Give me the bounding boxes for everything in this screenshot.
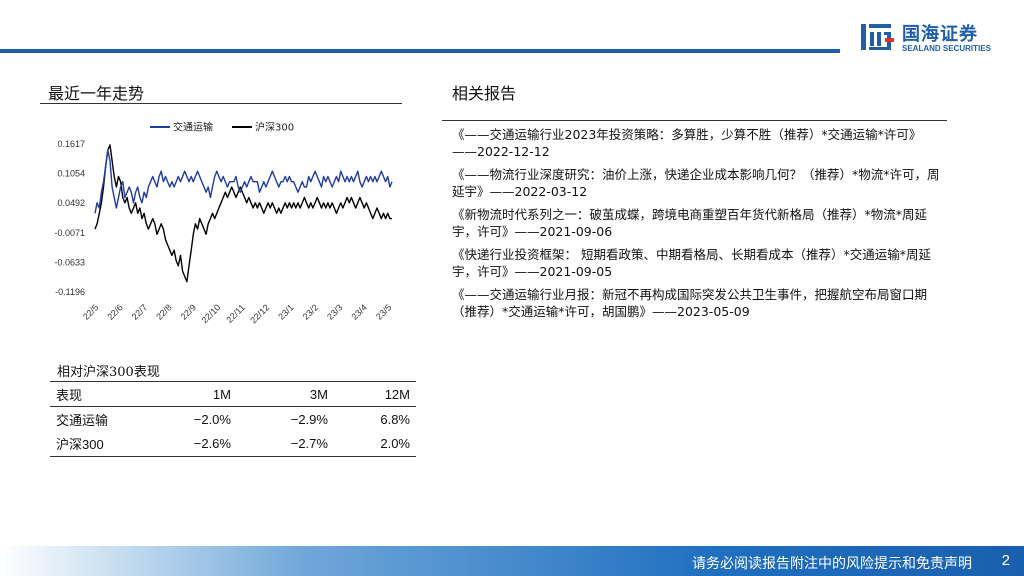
sealand-logo-icon [861,24,894,50]
footer-disclaimer: 请务必阅读报告附注中的风险提示和免责声明 [692,556,972,572]
table-cell: 6.8% [380,411,410,427]
table-row: 沪深300 −2.6% −2.7% 2.0% [50,432,416,457]
y-tick-label: -0.1196 [55,287,85,297]
table-cell: −2.0% [193,411,231,427]
trend-title-rule [40,103,402,104]
report-link[interactable]: 《快递行业投资框架： 短期看政策、中期看格局、长期看成本（推荐）*交通运输*周延… [452,247,931,279]
table-cell: 交通运输 [56,412,109,428]
table-cell: 2.0% [380,436,410,452]
related-reports-list: 《——交通运输行业2023年投资策略：多算胜，少算不胜（推荐）*交通运输*许可》… [452,126,942,326]
footer-bar: 请务必阅读报告附注中的风险提示和免责声明 2 [0,546,1024,576]
trend-chart: 0.1617 0.1054 0.0492 -0.0071 -0.0633 -0.1196 2… [54,121,393,326]
report-link[interactable]: 《——交通运输行业2023年投资策略：多算胜，少算不胜（推荐）*交通运输*许可》… [452,127,922,159]
y-tick-label: -0.0633 [54,257,85,267]
header-cell: 1M [212,386,231,402]
header-cell: 表现 [56,387,83,403]
x-tick-label: 22/9 [179,302,198,321]
table-row: 交通运输 −2.0% −2.9% 6.8% [50,407,416,432]
header-cell: 3M [309,386,328,402]
series-line-1 [94,144,392,283]
x-tick-label: 22/11 [224,302,247,325]
reports-title-rule [442,120,947,121]
report-link[interactable]: 《——物流行业深度研究：油价上涨，快递企业成本影响几何？（推荐）*物流*许可，周… [452,167,940,199]
x-tick-label: 23/1 [276,302,295,321]
x-tick-label: 22/12 [248,302,271,325]
x-tick-label: 22/10 [199,302,222,325]
y-tick-label: 0.0492 [57,198,85,208]
y-tick-label: -0.0071 [54,228,85,238]
report-link[interactable]: 《——交通运输行业月报：新冠不再构成国际突发公共卫生事件，把握航空布局窗口期（推… [452,287,928,319]
x-tick-label: 23/5 [374,302,393,321]
company-logo: 国海证券 SEALAND SECURITIES [860,18,1010,58]
x-tick-label: 22/7 [130,302,149,321]
trend-section-title: 最近一年走势 [48,84,145,103]
performance-header-row: 表现 1M 3M 12M [50,381,416,407]
legend-label: 交通运输 [173,121,213,134]
x-tick-label: 22/8 [154,302,173,321]
table-cell: −2.7% [290,436,328,452]
table-cell: −2.9% [290,411,328,427]
x-tick-label: 22/6 [105,302,124,321]
table-cell: −2.6% [193,436,231,452]
brand-name-en: SEALAND SECURITIES [902,44,991,53]
x-tick-label: 23/4 [350,302,369,321]
performance-title: 相对沪深300表现 [57,365,160,380]
x-tick-label: 23/2 [301,302,320,321]
page-number: 2 [1001,552,1010,569]
table-cell: 沪深300 [56,437,104,453]
y-tick-label: 0.1054 [57,169,85,179]
performance-table: 表现 1M 3M 12M 交通运输 −2.0% −2.9% 6.8% 沪深300… [50,381,416,457]
x-tick-label: 22/5 [81,302,100,321]
brand-name-cn: 国海证券 [902,24,978,45]
x-tick-label: 23/3 [325,302,344,321]
series-line-0 [94,149,393,214]
y-tick-label: 0.1617 [57,139,85,149]
legend-label: 沪深300 [255,121,294,134]
header-cell: 12M [384,386,410,402]
report-link[interactable]: 《新物流时代系列之一：破茧成蝶，跨境电商重塑百年货代新格局（推荐）*物流*周延宇… [452,207,928,239]
reports-section-title: 相关报告 [452,84,517,103]
header-rule [0,49,840,53]
